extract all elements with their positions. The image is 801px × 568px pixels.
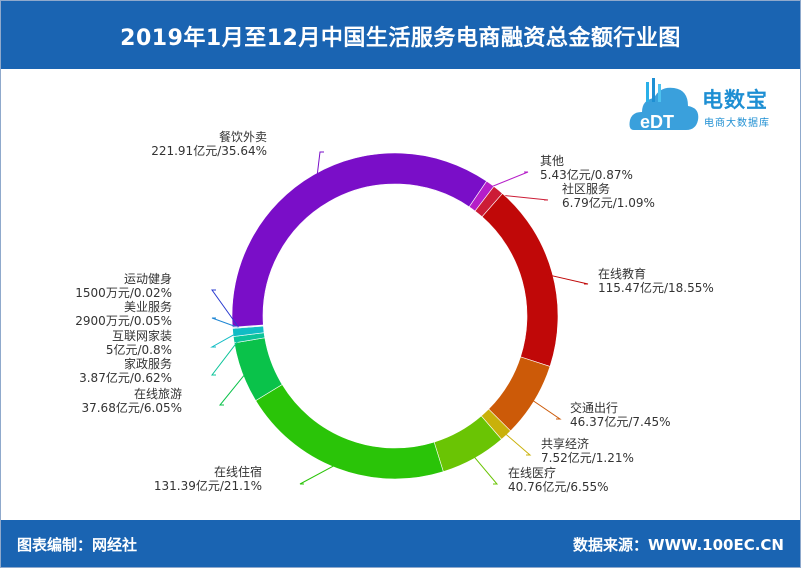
slice-value-label-1: 221.91亿元/35.64%: [151, 143, 267, 158]
leader-line-5: [528, 397, 562, 420]
footer-bar: 图表编制：网经社 数据来源：WWW.100EC.CN: [1, 520, 800, 567]
leader-line-7: [470, 452, 499, 485]
slice-value-label-8: 131.39亿元/21.1%: [154, 478, 262, 493]
slice-name-label-2: 其他: [540, 154, 564, 168]
edt-logo: eDT 电数宝 电商大数据库: [626, 78, 786, 138]
chart-title: 2019年1月至12月中国生活服务电商融资总金额行业图: [120, 26, 681, 51]
leader-line-12: [211, 317, 239, 329]
donut-slice-4: [481, 193, 559, 367]
slice-value-label-5: 46.37亿元/7.45%: [570, 414, 671, 429]
slice-value-label-11: 5亿元/0.8%: [106, 342, 172, 357]
slice-value-label-10: 3.87亿元/0.62%: [79, 370, 172, 385]
slice-name-label-1: 餐饮外卖: [219, 129, 267, 144]
slice-name-label-6: 共享经济: [541, 436, 589, 451]
leader-line-3: [494, 194, 549, 201]
slice-value-label-12: 2900万元/0.05%: [75, 314, 172, 328]
slice-name-label-7: 在线医疗: [508, 466, 556, 480]
footer-source: 数据来源：WWW.100EC.CN: [573, 536, 784, 554]
logo-mark-text: eDT: [640, 112, 674, 132]
cloud-logo-icon: eDT: [629, 78, 699, 132]
slice-name-label-3: 社区服务: [562, 181, 610, 196]
footer-credit: 图表编制：网经社: [17, 536, 138, 554]
slice-value-label-2: 5.43亿元/0.87%: [540, 167, 633, 182]
leader-line-10: [210, 338, 241, 376]
slice-name-label-5: 交通出行: [570, 400, 618, 415]
leader-line-4: [546, 273, 589, 285]
slice-name-label-12: 美业服务: [124, 299, 172, 314]
slice-name-label-13: 运动健身: [124, 271, 172, 286]
slice-value-label-9: 37.68亿元/6.05%: [81, 400, 182, 415]
slice-value-label-4: 115.47亿元/18.55%: [598, 280, 714, 295]
slice-value-label-3: 6.79亿元/1.09%: [562, 195, 655, 210]
donut-slice-13: [232, 324, 264, 329]
leader-line-8: [299, 462, 340, 485]
leader-line-11: [210, 331, 240, 348]
slice-value-label-7: 40.76亿元/6.55%: [508, 479, 609, 494]
slice-name-label-9: 在线旅游: [134, 387, 182, 401]
logo-subtitle: 电商大数据库: [704, 118, 770, 129]
leader-line-6: [501, 430, 532, 456]
slice-value-label-13: 1500万元/0.02%: [75, 286, 172, 300]
leader-line-1: [316, 151, 324, 181]
leader-line-13: [211, 289, 239, 328]
slice-name-label-8: 在线住宿: [214, 464, 262, 479]
donut-slice-1: [231, 152, 488, 328]
logo-brand: 电数宝: [702, 88, 768, 112]
header-bar: 2019年1月至12月中国生活服务电商融资总金额行业图: [1, 1, 800, 69]
leader-line-9: [218, 370, 249, 406]
slice-name-label-4: 在线教育: [598, 266, 646, 281]
slice-name-label-10: 家政服务: [124, 356, 172, 371]
donut-slice-8: [255, 384, 444, 480]
slice-name-label-11: 互联网家装: [112, 328, 172, 343]
slice-value-label-6: 7.52亿元/1.21%: [541, 450, 634, 465]
leader-line-2: [486, 171, 529, 190]
